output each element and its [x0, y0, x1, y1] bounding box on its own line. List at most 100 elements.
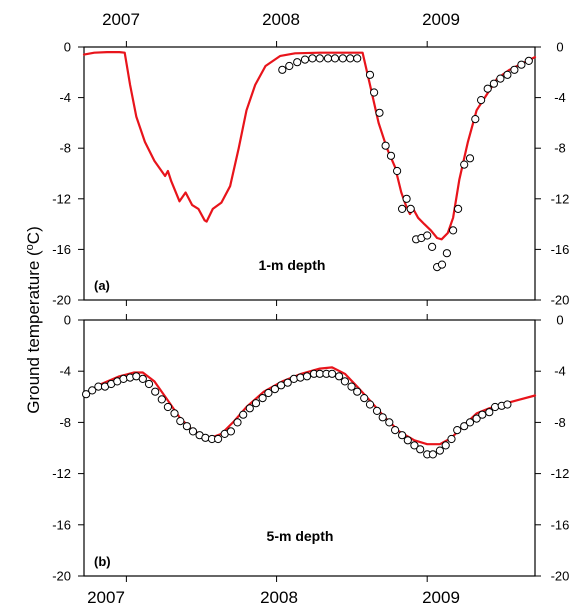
y-tick-label-left-a-5: -20: [52, 293, 71, 308]
depth-label-a: 1-m depth: [259, 257, 326, 273]
observed-point-b-62: [472, 414, 481, 423]
observed-point-a-18: [402, 194, 411, 203]
observed-point-a-26: [442, 249, 451, 258]
observed-point-b-45: [365, 400, 375, 409]
model-line-a: [82, 51, 537, 241]
year-label-top-2008: 2008: [262, 10, 300, 29]
observed-point-a-5: [315, 54, 324, 63]
observed-point-b-14: [170, 409, 179, 418]
observed-point-b-30: [270, 385, 279, 394]
observed-point-b-21: [214, 434, 223, 444]
observed-point-b-46: [372, 406, 382, 415]
observed-point-b-60: [460, 422, 469, 431]
observed-point-b-63: [478, 410, 487, 419]
observed-point-a-30: [465, 154, 475, 163]
y-tick-label-left-b-5: -20: [52, 569, 71, 584]
depth-label-b: 5-m depth: [267, 528, 334, 544]
observed-point-a-35: [496, 74, 505, 83]
observed-point-b-42: [347, 382, 356, 391]
observed-point-b-52: [410, 441, 419, 450]
panel-label-b: (b): [94, 554, 111, 569]
observed-point-a-37: [510, 65, 519, 74]
observed-point-b-16: [182, 422, 191, 431]
observed-point-a-15: [386, 151, 396, 160]
y-tick-label-right-a-3: -12: [551, 191, 570, 206]
observed-point-a-31: [471, 115, 480, 124]
observed-point-b-59: [453, 426, 462, 435]
observed-point-b-24: [233, 418, 242, 427]
observed-point-b-33: [289, 374, 298, 383]
y-tick-label-right-b-2: -8: [554, 415, 566, 430]
observed-point-a-7: [330, 54, 340, 63]
observed-point-b-56: [435, 446, 444, 455]
panel-b-5m-depth: 0 0 -4 -4 -8 -8 -12 -12 -16 -16 -20 -20 (b) 5-m depth: [52, 313, 569, 584]
y-tick-label-left-a-1: -4: [59, 90, 71, 105]
observed-point-a-39: [524, 56, 533, 66]
observed-point-b-25: [239, 410, 248, 419]
y-axis-label: Ground temperature (oC): [24, 226, 43, 414]
year-label-bottom-2008: 2008: [260, 588, 298, 607]
observed-point-b-53: [416, 445, 425, 454]
plot-frame-b: [83, 319, 536, 577]
panel-a-1m-depth: 0 0 -4 -4 -8 -8 -12 -12 -16 -16 -20 -20 (a) 1-m depth: [52, 40, 569, 308]
observed-point-a-9: [346, 54, 355, 63]
y-tick-label-right-b-1: -4: [554, 364, 566, 379]
observed-point-b-41: [340, 377, 349, 386]
observed-point-a-34: [489, 79, 498, 88]
observed-point-b-44: [360, 394, 369, 403]
observed-point-b-49: [391, 426, 400, 435]
y-tick-label-right-b-3: -12: [551, 466, 570, 481]
y-tick-label-left-a-3: -12: [52, 191, 71, 206]
observed-point-a-17: [398, 204, 407, 213]
year-label-top-2007: 2007: [102, 10, 140, 29]
observed-point-a-16: [393, 166, 402, 176]
observed-point-b-17: [188, 427, 198, 436]
y-axis-label-degree: o: [24, 244, 36, 250]
y-tick-label-right-a-2: -8: [554, 141, 566, 156]
y-tick-label-left-b-2: -8: [59, 415, 71, 430]
observed-point-a-3: [300, 55, 310, 64]
observed-point-b-55: [428, 450, 437, 459]
y-tick-label-left-a-2: -8: [59, 141, 71, 156]
observed-point-b-1: [88, 386, 97, 395]
y-tick-label-left-b-1: -4: [59, 364, 71, 379]
y-tick-label-right-a-0: 0: [556, 40, 563, 55]
year-label-bottom-2009: 2009: [422, 588, 460, 607]
observed-point-b-12: [157, 395, 166, 404]
y-tick-label-right-b-5: -20: [551, 569, 570, 584]
plot-frame-a: [83, 46, 536, 301]
observed-point-b-23: [226, 427, 235, 436]
observed-point-a-23: [428, 242, 437, 251]
observed-point-a-2: [293, 58, 302, 67]
y-tick-label-left-b-0: 0: [64, 313, 71, 328]
y-axis-label-unit: C): [24, 226, 43, 244]
observed-point-b-40: [335, 372, 344, 381]
observed-point-b-6: [119, 374, 128, 383]
observed-point-b-64: [485, 408, 494, 417]
observed-point-b-34: [296, 373, 305, 382]
observed-point-b-29: [264, 388, 273, 398]
y-tick-label-right-a-1: -4: [554, 90, 566, 105]
observed-point-a-0: [278, 65, 287, 74]
y-tick-label-left-b-4: -16: [52, 517, 71, 532]
observed-point-b-65: [491, 402, 500, 412]
observed-point-b-26: [245, 404, 254, 413]
observed-point-a-32: [477, 96, 486, 105]
y-tick-label-right-a-4: -16: [551, 242, 570, 257]
observed-point-b-0: [82, 390, 91, 399]
observed-point-b-48: [385, 418, 394, 427]
y-axis-label-main: Ground temperature (: [24, 250, 43, 414]
observed-point-a-38: [517, 60, 526, 69]
observed-point-b-28: [258, 394, 267, 403]
observed-point-b-10: [144, 379, 154, 389]
observed-point-b-43: [353, 387, 362, 396]
observed-point-a-29: [460, 160, 469, 169]
observed-point-a-14: [381, 141, 390, 150]
year-labels-bottom: 2007 2008 2009: [87, 588, 460, 607]
observed-point-b-51: [403, 436, 412, 445]
observed-point-b-58: [447, 434, 456, 444]
observed-point-b-15: [176, 417, 185, 426]
observed-point-a-27: [449, 226, 458, 235]
observed-point-b-47: [378, 413, 387, 422]
observed-point-a-28: [454, 204, 463, 213]
